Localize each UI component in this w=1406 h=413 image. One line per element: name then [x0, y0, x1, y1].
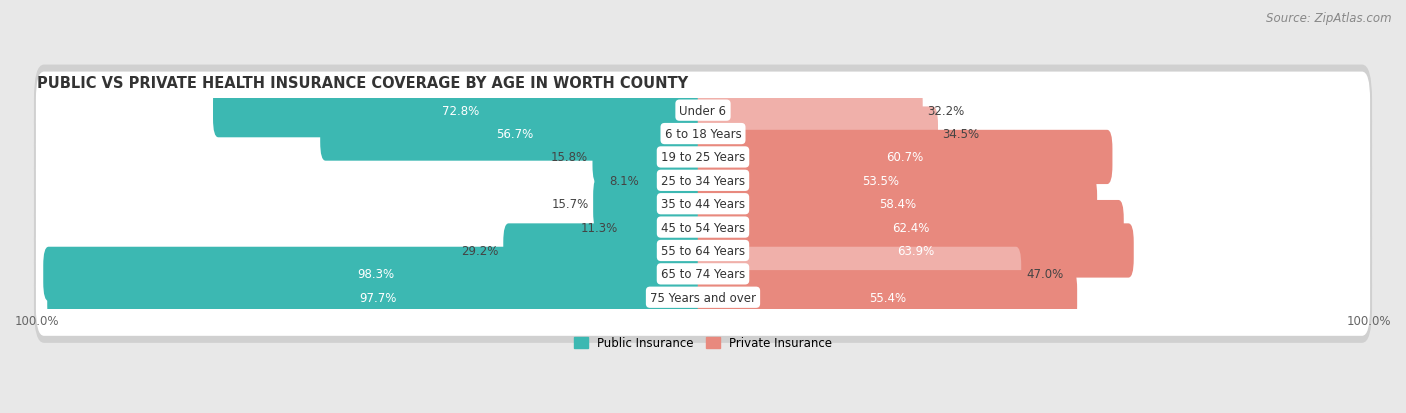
FancyBboxPatch shape	[34, 89, 1372, 180]
FancyBboxPatch shape	[34, 159, 1372, 250]
Text: 29.2%: 29.2%	[461, 244, 499, 257]
FancyBboxPatch shape	[623, 200, 709, 254]
FancyBboxPatch shape	[34, 112, 1372, 203]
Text: 15.7%: 15.7%	[551, 198, 589, 211]
Text: 11.3%: 11.3%	[581, 221, 617, 234]
FancyBboxPatch shape	[644, 154, 709, 208]
Text: 15.8%: 15.8%	[551, 151, 588, 164]
Text: 25 to 34 Years: 25 to 34 Years	[661, 174, 745, 188]
Text: 55 to 64 Years: 55 to 64 Years	[661, 244, 745, 257]
FancyBboxPatch shape	[37, 259, 1369, 336]
Text: 6 to 18 Years: 6 to 18 Years	[665, 128, 741, 141]
FancyBboxPatch shape	[34, 65, 1372, 157]
FancyBboxPatch shape	[34, 205, 1372, 297]
Legend: Public Insurance, Private Insurance: Public Insurance, Private Insurance	[574, 337, 832, 349]
FancyBboxPatch shape	[37, 96, 1369, 173]
FancyBboxPatch shape	[37, 236, 1369, 313]
FancyBboxPatch shape	[697, 177, 1097, 231]
FancyBboxPatch shape	[593, 177, 709, 231]
FancyBboxPatch shape	[37, 212, 1369, 290]
FancyBboxPatch shape	[37, 142, 1369, 219]
Text: 34.5%: 34.5%	[942, 128, 980, 141]
FancyBboxPatch shape	[697, 224, 1133, 278]
FancyBboxPatch shape	[212, 84, 709, 138]
Text: 19 to 25 Years: 19 to 25 Years	[661, 151, 745, 164]
Text: Source: ZipAtlas.com: Source: ZipAtlas.com	[1267, 12, 1392, 25]
FancyBboxPatch shape	[697, 154, 1064, 208]
Text: Under 6: Under 6	[679, 104, 727, 117]
Text: 72.8%: 72.8%	[441, 104, 479, 117]
FancyBboxPatch shape	[34, 229, 1372, 320]
FancyBboxPatch shape	[697, 200, 1123, 254]
Text: 53.5%: 53.5%	[863, 174, 900, 188]
FancyBboxPatch shape	[34, 252, 1372, 343]
Text: PUBLIC VS PRIVATE HEALTH INSURANCE COVERAGE BY AGE IN WORTH COUNTY: PUBLIC VS PRIVATE HEALTH INSURANCE COVER…	[37, 76, 689, 91]
Text: 56.7%: 56.7%	[496, 128, 533, 141]
Text: 32.2%: 32.2%	[928, 104, 965, 117]
FancyBboxPatch shape	[503, 224, 709, 278]
Text: 98.3%: 98.3%	[357, 268, 394, 281]
FancyBboxPatch shape	[697, 107, 938, 161]
FancyBboxPatch shape	[37, 72, 1369, 150]
FancyBboxPatch shape	[34, 135, 1372, 226]
FancyBboxPatch shape	[697, 131, 1112, 185]
FancyBboxPatch shape	[37, 189, 1369, 266]
Text: 58.4%: 58.4%	[879, 198, 915, 211]
FancyBboxPatch shape	[44, 247, 709, 301]
FancyBboxPatch shape	[697, 247, 1021, 301]
FancyBboxPatch shape	[697, 84, 922, 138]
FancyBboxPatch shape	[48, 271, 709, 325]
Text: 75 Years and over: 75 Years and over	[650, 291, 756, 304]
Text: 60.7%: 60.7%	[886, 151, 924, 164]
Text: 47.0%: 47.0%	[1026, 268, 1063, 281]
Text: 45 to 54 Years: 45 to 54 Years	[661, 221, 745, 234]
FancyBboxPatch shape	[592, 131, 709, 185]
FancyBboxPatch shape	[37, 119, 1369, 196]
FancyBboxPatch shape	[697, 271, 1077, 325]
Text: 62.4%: 62.4%	[891, 221, 929, 234]
Text: 63.9%: 63.9%	[897, 244, 935, 257]
Text: 97.7%: 97.7%	[359, 291, 396, 304]
FancyBboxPatch shape	[37, 166, 1369, 243]
FancyBboxPatch shape	[34, 182, 1372, 273]
Text: 65 to 74 Years: 65 to 74 Years	[661, 268, 745, 281]
Text: 55.4%: 55.4%	[869, 291, 905, 304]
FancyBboxPatch shape	[321, 107, 709, 161]
Text: 35 to 44 Years: 35 to 44 Years	[661, 198, 745, 211]
Text: 8.1%: 8.1%	[609, 174, 640, 188]
